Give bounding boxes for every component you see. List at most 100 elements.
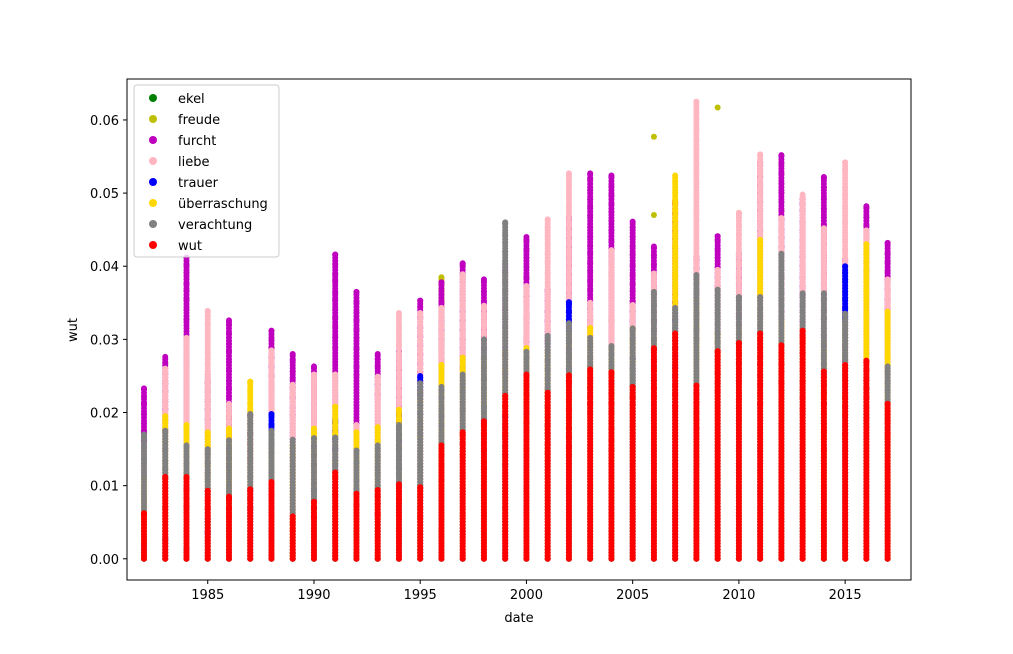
point-freude bbox=[650, 212, 657, 219]
point-liebe bbox=[395, 359, 402, 366]
point-liebe bbox=[204, 349, 211, 356]
point-furcht bbox=[587, 187, 594, 194]
point-furcht bbox=[374, 351, 381, 358]
point-liebe bbox=[332, 371, 339, 378]
point-liebe bbox=[183, 392, 190, 399]
point-liebe bbox=[183, 347, 190, 354]
point-furcht bbox=[332, 334, 339, 341]
point-furcht bbox=[650, 261, 657, 268]
point-furcht bbox=[523, 263, 530, 270]
point-furcht bbox=[608, 201, 615, 208]
point-furcht bbox=[438, 299, 445, 306]
point-furcht bbox=[225, 340, 232, 347]
point-liebe bbox=[183, 366, 190, 373]
point-furcht bbox=[820, 174, 827, 181]
point-liebe bbox=[289, 417, 296, 424]
point-furcht bbox=[778, 207, 785, 214]
point-furcht bbox=[587, 224, 594, 231]
point-liebe bbox=[289, 381, 296, 388]
point-liebe bbox=[289, 391, 296, 398]
point-furcht bbox=[629, 262, 636, 269]
point-furcht bbox=[714, 233, 721, 240]
point-liebe bbox=[395, 350, 402, 357]
point-furcht bbox=[353, 326, 360, 333]
point-furcht bbox=[183, 316, 190, 323]
point-furcht bbox=[353, 309, 360, 316]
point-liebe bbox=[225, 400, 232, 407]
point-furcht bbox=[225, 393, 232, 400]
point-liebe bbox=[374, 404, 381, 411]
point-furcht bbox=[289, 368, 296, 375]
point-furcht bbox=[353, 299, 360, 306]
point-liebe bbox=[204, 307, 211, 314]
point-furcht bbox=[353, 371, 360, 378]
point-furcht bbox=[863, 203, 870, 210]
point-furcht bbox=[353, 334, 360, 341]
point-liebe bbox=[204, 321, 211, 328]
point-liebe bbox=[204, 340, 211, 347]
point-liebe bbox=[310, 371, 317, 378]
point-liebe bbox=[268, 376, 275, 383]
point-furcht bbox=[587, 249, 594, 256]
point-liebe bbox=[395, 324, 402, 331]
point-liebe bbox=[162, 379, 169, 386]
point-liebe bbox=[395, 396, 402, 403]
point-liebe bbox=[162, 371, 169, 378]
point-furcht bbox=[268, 327, 275, 334]
point-furcht bbox=[608, 227, 615, 234]
point-liebe bbox=[204, 331, 211, 338]
point-furcht bbox=[629, 272, 636, 279]
point-liebe bbox=[183, 373, 190, 380]
point-furcht bbox=[629, 224, 636, 231]
point-liebe bbox=[268, 403, 275, 410]
point-liebe bbox=[225, 419, 232, 426]
point-freude bbox=[714, 104, 721, 111]
point-furcht bbox=[587, 277, 594, 284]
point-furcht bbox=[587, 260, 594, 267]
point-furcht bbox=[225, 377, 232, 384]
point-liebe bbox=[332, 382, 339, 389]
point-furcht bbox=[353, 288, 360, 295]
point-furcht bbox=[587, 242, 594, 249]
point-furcht bbox=[225, 321, 232, 328]
point-furcht bbox=[225, 359, 232, 366]
point-furcht bbox=[332, 324, 339, 331]
point-liebe bbox=[310, 385, 317, 392]
point-liebe bbox=[268, 395, 275, 402]
point-furcht bbox=[884, 259, 891, 266]
point-furcht bbox=[332, 271, 339, 278]
point-furcht bbox=[778, 199, 785, 206]
point-furcht bbox=[374, 363, 381, 370]
point-liebe bbox=[395, 369, 402, 376]
point-furcht bbox=[162, 353, 169, 360]
point-furcht bbox=[820, 205, 827, 212]
point-furcht bbox=[608, 217, 615, 224]
point-liebe bbox=[310, 412, 317, 419]
point-liebe bbox=[183, 354, 190, 361]
point-liebe bbox=[183, 403, 190, 410]
point-freude bbox=[650, 133, 657, 140]
point-liebe bbox=[353, 421, 360, 428]
point-furcht bbox=[140, 411, 147, 418]
point-furcht bbox=[183, 269, 190, 276]
point-furcht bbox=[820, 184, 827, 191]
point-liebe bbox=[310, 395, 317, 402]
point-liebe bbox=[374, 387, 381, 394]
point-liebe bbox=[268, 368, 275, 375]
point-furcht bbox=[162, 360, 169, 367]
data-points bbox=[140, 98, 891, 562]
point-liebe bbox=[268, 383, 275, 390]
point-furcht bbox=[183, 280, 190, 287]
point-furcht bbox=[629, 288, 636, 295]
point-liebe bbox=[162, 390, 169, 397]
point-furcht bbox=[438, 291, 445, 298]
point-furcht bbox=[310, 363, 317, 370]
point-furcht bbox=[353, 353, 360, 360]
point-liebe bbox=[183, 334, 190, 341]
point-furcht bbox=[778, 170, 785, 177]
point-furcht bbox=[183, 287, 190, 294]
point-liebe bbox=[289, 425, 296, 432]
point-liebe bbox=[162, 398, 169, 405]
point-furcht bbox=[289, 351, 296, 358]
point-furcht bbox=[629, 251, 636, 258]
